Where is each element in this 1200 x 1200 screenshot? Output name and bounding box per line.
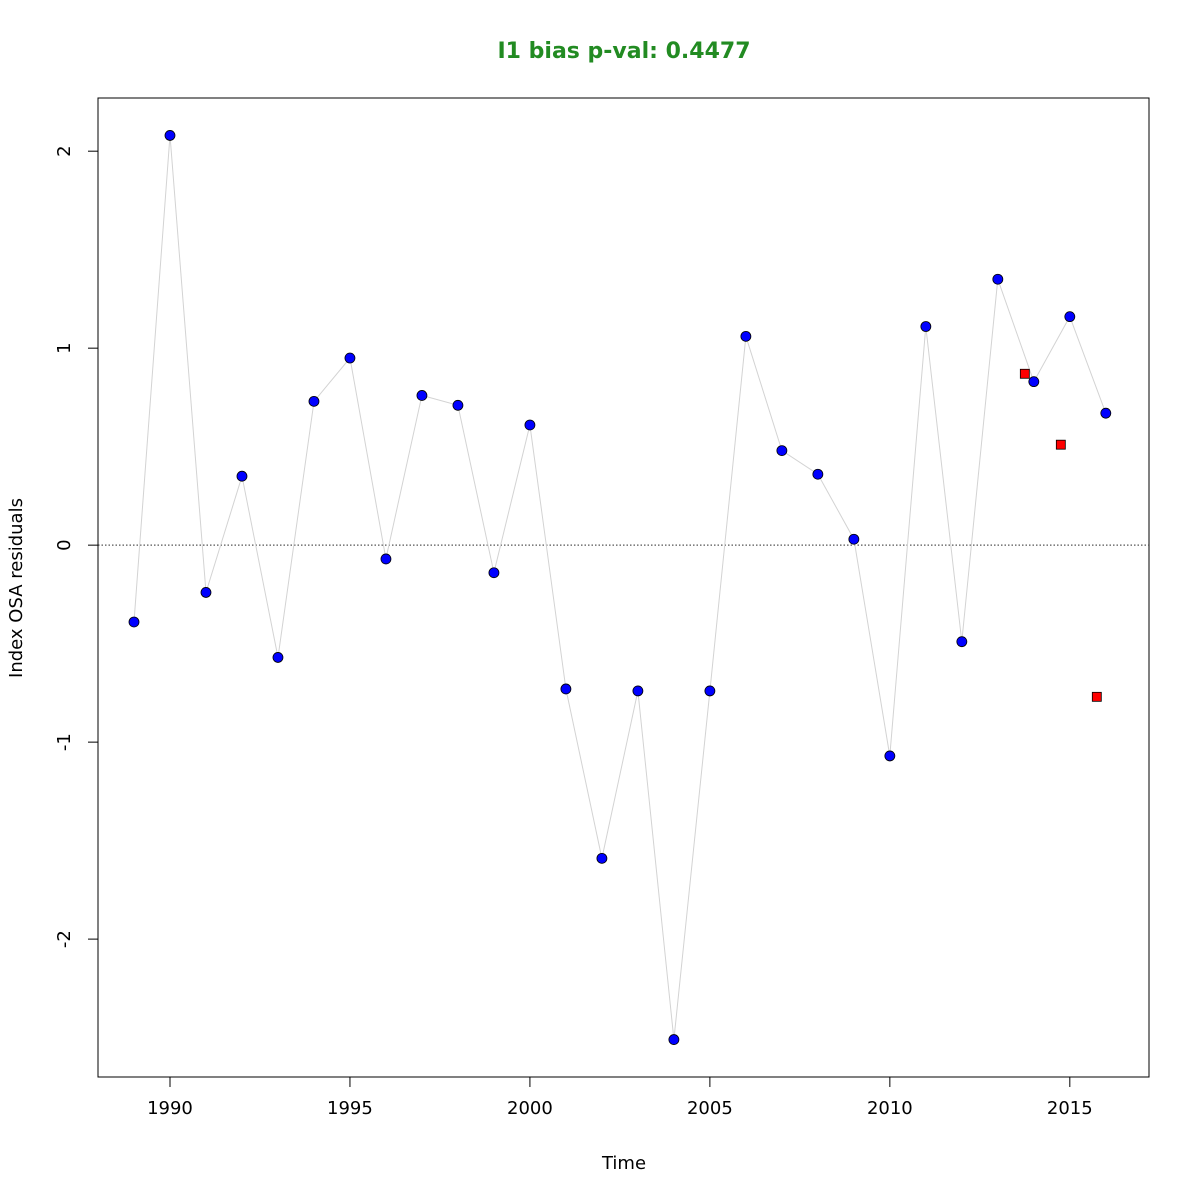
y-axis-label: Index OSA residuals [6,498,27,678]
data-point [272,652,284,663]
data-point [236,470,248,482]
data-point [632,685,644,697]
data-point [920,321,932,332]
plot-frame [97,97,1150,1078]
x-tick-label: 2000 [507,1098,553,1119]
y-tick-label: 2 [54,145,75,156]
x-axis-label: Time [601,1153,646,1174]
series-line [133,135,1107,1040]
data-point [884,750,896,762]
x-axis: 1990 1995 2000 2005 2010 2015 [147,1076,1093,1119]
data-point [488,567,500,579]
data-point [200,587,212,598]
data-point [992,273,1004,285]
x-tick-label: 2015 [1047,1098,1093,1119]
data-point-square [1091,691,1102,702]
x-tick-label: 1995 [327,1098,373,1119]
x-tick-label: 2010 [867,1098,913,1119]
data-point [164,130,176,141]
y-tick-label: 0 [54,539,75,550]
data-point [308,395,320,407]
x-tick-label: 2005 [687,1098,733,1119]
y-tick-label: -1 [54,733,75,751]
data-point [560,683,572,695]
data-point [1064,311,1076,323]
x-tick-label: 1990 [147,1098,193,1119]
data-point [848,533,860,545]
data-point [668,1034,680,1045]
data-point-square [1055,439,1066,450]
data-point [344,352,356,364]
data-point-square [1019,368,1030,379]
y-tick-label: -2 [54,930,75,948]
data-point [812,468,824,480]
data-point [128,616,140,628]
data-point [452,399,464,411]
data-point [956,636,968,648]
data-point [380,553,392,565]
data-point [776,445,788,456]
y-tick-label: 1 [54,342,75,353]
data-point [740,330,752,342]
data-point [416,390,428,401]
data-point [1100,407,1112,419]
data-point [524,419,536,431]
data-point [596,852,608,864]
y-axis: -2 -1 0 1 2 [54,145,99,948]
data-point [1028,376,1040,388]
data-point [704,685,716,697]
chart-title: I1 bias p-val: 0.4477 [498,39,751,64]
